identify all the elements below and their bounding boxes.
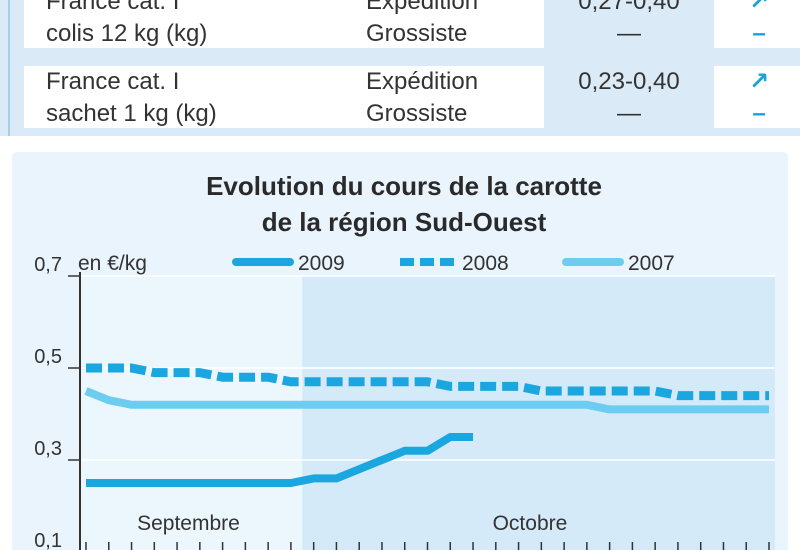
month-label: Octobre	[493, 512, 568, 535]
product-cell: France cat. I colis 12 kg (kg)	[46, 0, 207, 50]
trend-up-icon: ↗	[748, 68, 770, 95]
product-line1: France cat. I	[46, 0, 180, 15]
legend: 2009 2008 2007	[232, 252, 675, 275]
table-left-rule	[8, 0, 10, 136]
series-line-2007	[84, 387, 769, 414]
stage-line2: Grossiste	[366, 100, 468, 127]
price-line2: —	[617, 20, 641, 47]
legend-label-2007: 2007	[628, 252, 675, 275]
plot-area: 0,1 0,3 0,5 0,7 Septembre Octobre	[34, 254, 775, 550]
trend-up-icon: ↗	[748, 0, 770, 15]
trend-line2: –	[752, 20, 766, 47]
trend-cell: ↗ –	[734, 66, 784, 130]
chart-title: Evolution du cours de la carotte	[206, 171, 602, 201]
stage-line1: Expédition	[366, 0, 479, 15]
price-cell: 0,27-0,40 —	[544, 0, 714, 48]
price-cell: 0,23-0,40 —	[544, 66, 714, 128]
trend-cell: ↗ –	[734, 0, 784, 50]
y-tick-label: 0,7	[34, 254, 62, 276]
month-band-1	[80, 276, 303, 550]
price-line2: —	[617, 100, 641, 127]
price-table: France cat. I colis 12 kg (kg) Expéditio…	[0, 0, 800, 136]
stage-cell: Expédition Grossiste	[366, 66, 478, 130]
month-label: Septembre	[137, 512, 240, 535]
y-tick-label: 0,5	[34, 346, 62, 368]
product-line2: colis 12 kg (kg)	[46, 20, 208, 47]
product-cell: France cat. I sachet 1 kg (kg)	[46, 66, 217, 130]
product-line2: sachet 1 kg (kg)	[46, 100, 217, 127]
price-line1: 0,23-0,40	[578, 68, 680, 95]
stage-line2: Grossiste	[366, 20, 468, 47]
legend-label-2008: 2008	[462, 252, 509, 275]
stage-line1: Expédition	[366, 68, 479, 95]
y-tick-label: 0,3	[34, 438, 62, 460]
table-row: France cat. I colis 12 kg (kg) Expéditio…	[24, 0, 800, 48]
table-row: France cat. I sachet 1 kg (kg) Expéditio…	[24, 66, 800, 128]
stage-cell: Expédition Grossiste	[366, 0, 478, 50]
price-line1: 0,27-0,40	[578, 0, 680, 15]
y-axis-label: en €/kg	[78, 252, 147, 275]
legend-label-2009: 2009	[298, 252, 345, 275]
series-line-2009	[86, 433, 474, 487]
trend-line2: –	[752, 100, 766, 127]
chart-subtitle: de la région Sud-Ouest	[262, 207, 547, 237]
y-tick-label: 0,1	[34, 530, 62, 550]
series-line-2008	[86, 363, 769, 401]
product-line1: France cat. I	[46, 68, 180, 95]
